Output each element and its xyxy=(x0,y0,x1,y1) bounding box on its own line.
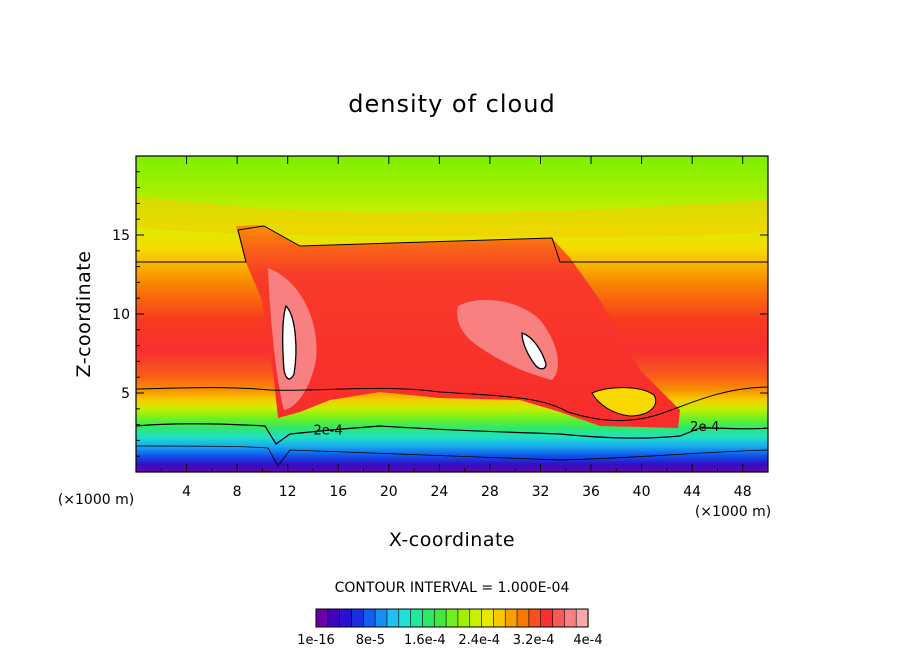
colorbar-swatch xyxy=(481,608,494,628)
colorbar-swatch xyxy=(339,608,353,628)
colorbar-label: 1e-16 xyxy=(297,633,335,648)
y-tick-label: 15 xyxy=(112,228,130,244)
contour-lower xyxy=(136,386,768,421)
contour-interval-text: CONTOUR INTERVAL = 1.000E-04 xyxy=(335,580,570,596)
x-tick-label: 8 xyxy=(233,484,242,500)
colorbar xyxy=(315,608,589,628)
colorbar-frame xyxy=(315,608,589,628)
colorbar-swatch xyxy=(363,608,376,628)
upper-yellow-band xyxy=(136,196,768,237)
x-tick-label: 48 xyxy=(734,484,752,500)
y-axis-label: Z-coordinate xyxy=(73,251,95,378)
x-tick-label: 20 xyxy=(380,484,398,500)
colorbar-swatch xyxy=(351,608,364,628)
y-axis-ticks: 5 10 15 xyxy=(112,171,768,457)
colorbar-label: 8e-5 xyxy=(356,633,385,648)
x-tick-label: 24 xyxy=(430,484,448,500)
colorbar-swatch xyxy=(469,608,483,628)
colorbar-swatch xyxy=(564,608,577,628)
x-tick-label: 32 xyxy=(532,484,550,500)
x-unit-right: (×1000 m) xyxy=(695,504,771,520)
y-tick-label: 10 xyxy=(112,307,130,323)
contour-labels: 2e-4 2e-4 xyxy=(314,420,720,438)
contour-2e-4 xyxy=(136,423,768,445)
contour-label: 2e-4 xyxy=(690,420,719,435)
cloud-core-region xyxy=(236,225,680,428)
right-white-peak xyxy=(521,332,547,370)
x-axis-label: X-coordinate xyxy=(389,529,515,551)
colorbar-swatch xyxy=(445,608,459,628)
colorbar-swatch xyxy=(540,608,554,628)
colorbar-swatch xyxy=(433,608,447,628)
colorbar-swatch xyxy=(327,608,341,628)
x-tick-label: 44 xyxy=(683,484,701,500)
colorbar-swatch xyxy=(315,608,329,628)
colorbar-label: 3.2e-4 xyxy=(513,633,555,648)
x-tick-label: 36 xyxy=(582,484,600,500)
colorbar-swatch xyxy=(504,608,518,628)
colorbar-swatch xyxy=(410,608,424,628)
left-white-peak xyxy=(282,304,297,380)
colorbar-swatch xyxy=(575,608,589,628)
x-unit-left: (×1000 m) xyxy=(58,492,134,508)
contour-lowest xyxy=(136,445,768,467)
colorbar-swatch xyxy=(516,608,530,628)
colorbar-label: 1.6e-4 xyxy=(404,633,446,648)
chart-title: density of cloud xyxy=(348,90,555,118)
x-tick-label: 28 xyxy=(481,484,499,500)
colorbar-swatch xyxy=(398,608,412,628)
colorbar-label: 2.4e-4 xyxy=(458,633,500,648)
x-tick-label: 40 xyxy=(633,484,651,500)
y-tick-label: 5 xyxy=(121,386,130,402)
colorbar-swatch xyxy=(386,608,400,628)
colorbar-swatch xyxy=(552,608,565,628)
yellow-pocket xyxy=(591,387,657,417)
x-tick-label: 12 xyxy=(279,484,297,500)
plot-area xyxy=(136,156,768,472)
colorbar-labels: 1e-16 8e-5 1.6e-4 2.4e-4 3.2e-4 4e-4 xyxy=(297,633,602,648)
contour-upper xyxy=(136,225,768,263)
colorbar-swatch xyxy=(422,608,435,628)
colorbar-swatch xyxy=(493,608,506,628)
colorbar-swatch xyxy=(457,608,471,628)
x-tick-label: 4 xyxy=(182,484,191,500)
colorbar-swatch xyxy=(374,608,388,628)
contour-label: 2e-4 xyxy=(314,423,343,438)
x-tick-label: 16 xyxy=(329,484,347,500)
colorbar-swatch xyxy=(528,608,542,628)
colorbar-label: 4e-4 xyxy=(573,633,602,648)
x-axis-ticks: 4 8 12 16 20 24 28 32 36 40 44 48 xyxy=(160,156,752,500)
